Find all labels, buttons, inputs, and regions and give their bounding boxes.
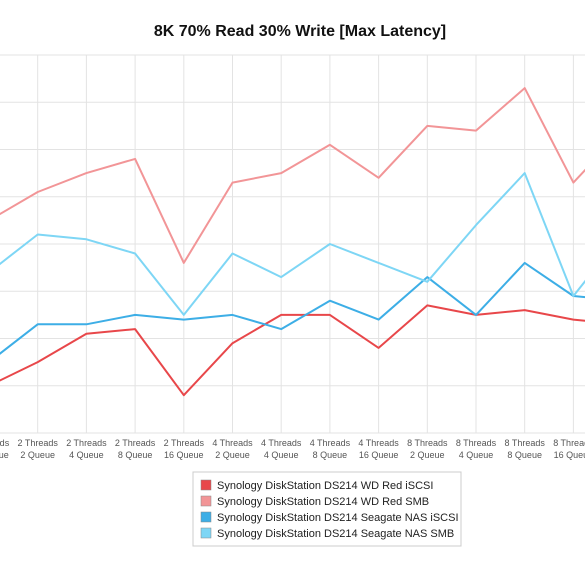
chart-title: 8K 70% Read 30% Write [Max Latency] bbox=[154, 23, 446, 40]
series-line-1 bbox=[0, 304, 585, 397]
series-line-3 bbox=[0, 261, 585, 355]
series-lines bbox=[0, 87, 585, 397]
legend: Synology DiskStation DS214 WD Red iSCSI S… bbox=[192, 471, 462, 547]
x-tick-label: 8 Threads 8 Queue bbox=[505, 438, 546, 460]
x-tick-label: 2 Threads 8 Queue bbox=[115, 438, 156, 460]
x-tick-label: 2 Threads 2 Queue bbox=[18, 438, 59, 460]
grid bbox=[0, 54, 585, 434]
legend-swatch bbox=[200, 479, 212, 491]
x-tick-label: 2 Threads 16 Queue bbox=[164, 438, 205, 460]
x-tick-label: 4 Threads 2 Queue bbox=[212, 438, 253, 460]
legend-box bbox=[192, 471, 462, 547]
legend-label: Synology DiskStation DS214 WD Red iSCSI bbox=[217, 480, 433, 492]
x-tick-label: 2 Threads 4 Queue bbox=[66, 438, 107, 460]
x-tick-label: 4 Threads 16 Queue bbox=[358, 438, 399, 460]
legend-label: Synology DiskStation DS214 Seagate NAS S… bbox=[217, 528, 454, 540]
x-tick-label: 8 Threads 4 Queue bbox=[456, 438, 497, 460]
legend-swatch bbox=[200, 527, 212, 539]
x-tick-label: 4 Threads 4 Queue bbox=[261, 438, 302, 460]
x-tick-label: 4 Threads 8 Queue bbox=[310, 438, 351, 460]
legend-swatch bbox=[200, 495, 212, 507]
legend-label: Synology DiskStation DS214 WD Red SMB bbox=[217, 496, 429, 508]
series-line-4 bbox=[0, 172, 585, 316]
legend-label: Synology DiskStation DS214 Seagate NAS i… bbox=[217, 512, 459, 524]
legend-swatch bbox=[200, 511, 212, 523]
series-line-2 bbox=[0, 87, 585, 264]
x-tick-label: 8 Threads 2 Queue bbox=[407, 438, 448, 460]
